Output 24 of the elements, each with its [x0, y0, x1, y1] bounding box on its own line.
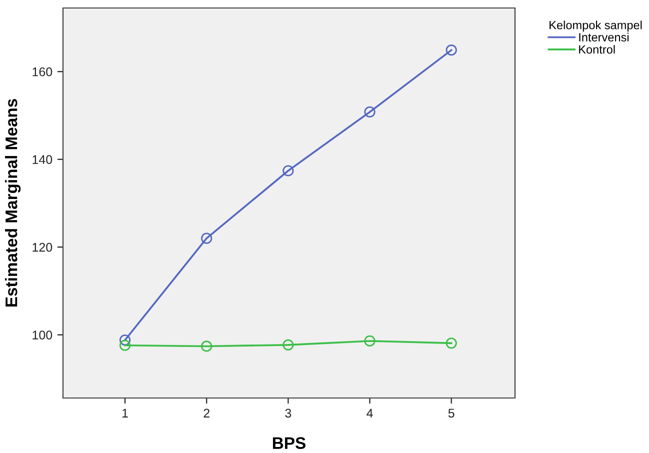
point: [446, 44, 457, 56]
legend-label: Intervensi: [579, 32, 629, 42]
point: [119, 334, 131, 346]
x-tick-label: 4: [366, 408, 373, 418]
point: [201, 340, 212, 352]
point: [446, 338, 457, 349]
point: [201, 232, 212, 244]
legend-title: Kelompok sampel: [550, 20, 642, 32]
legend-label: Kontrol: [579, 44, 615, 54]
x-tick-label: 1: [122, 408, 128, 418]
point: [364, 106, 376, 118]
x-tick-label: 3: [285, 408, 292, 418]
x-axis-title: BPS: [272, 437, 306, 449]
x-tick-label: 2: [204, 408, 210, 418]
point: [282, 339, 294, 350]
point: [364, 335, 376, 347]
point: [282, 165, 294, 176]
x-tick-label: 5: [448, 408, 454, 418]
y-tick-label: 140: [32, 155, 52, 164]
y-tick-label: 120: [32, 242, 52, 252]
y-tick-label: 100: [32, 330, 52, 340]
y-axis-title: Estimated Marginal Means: [5, 99, 21, 307]
point: [119, 340, 131, 351]
y-tick-label: 160: [32, 67, 52, 76]
